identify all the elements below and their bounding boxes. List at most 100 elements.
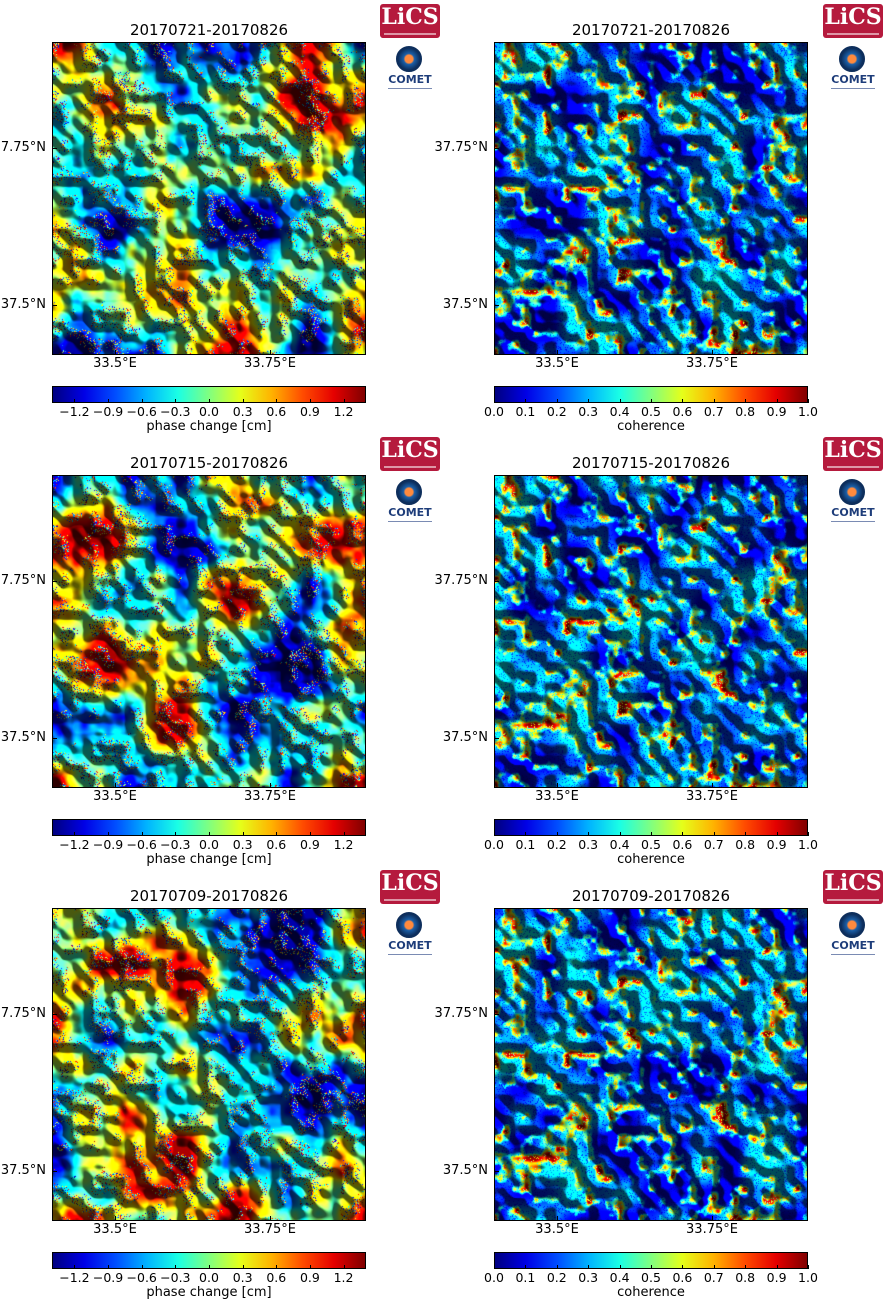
colorbar-tick-mark	[808, 1265, 809, 1269]
colorbar-tick-label: 0.0	[199, 837, 219, 852]
colorbar-tick-label: 0.9	[766, 837, 787, 852]
colorbar-tick-mark	[309, 399, 311, 403]
y-tick-mark	[52, 1171, 57, 1172]
map-raster	[53, 476, 365, 787]
comet-logo-subtitle	[388, 521, 432, 522]
x-tick-label: 33.5°E	[93, 1222, 137, 1237]
x-tick-mark	[115, 783, 116, 788]
colorbar-tick-mark	[651, 832, 652, 836]
colorbar-tick-mark	[556, 1265, 558, 1269]
colorbar-label: phase change [cm]	[146, 852, 272, 867]
colorbar-tick-mark	[745, 832, 747, 836]
colorbar-tick-label: −1.2	[59, 837, 90, 852]
comet-logo-icon	[396, 479, 422, 505]
x-tick-mark	[557, 783, 558, 788]
lics-logo-subtitle	[384, 466, 436, 468]
colorbar-label: phase change [cm]	[146, 1285, 272, 1300]
phase-map	[52, 908, 366, 1221]
colorbar-tick-label: 0.2	[546, 837, 567, 852]
colorbar-tick-label: 0.3	[232, 404, 253, 419]
comet-logo-icon	[396, 46, 422, 72]
x-tick-mark	[557, 350, 558, 355]
colorbar-tick-label: 0.3	[232, 1270, 253, 1285]
colorbar-tick-label: 0.5	[641, 1270, 661, 1285]
comet-logo-subtitle	[831, 521, 875, 522]
colorbar-tick-label: 1.2	[333, 404, 354, 419]
x-tick-label: 33.75°E	[244, 1222, 296, 1237]
colorbar-tick-mark	[776, 832, 778, 836]
colorbar-tick-mark	[175, 1265, 177, 1269]
colorbar-tick-mark	[175, 832, 177, 836]
y-tick-mark	[52, 581, 57, 582]
y-tick-mark	[52, 148, 57, 149]
lics-logo-subtitle	[827, 466, 879, 468]
colorbar-tick-label: −0.6	[126, 837, 157, 852]
colorbar-tick-label: −0.3	[160, 1270, 191, 1285]
comet-logo-text: COMET	[831, 506, 875, 519]
colorbar-tick-mark	[651, 399, 652, 403]
colorbar-tick-mark	[556, 399, 558, 403]
colorbar-tick-label: 0.0	[484, 1270, 504, 1285]
y-tick-label: 37.75°N	[434, 140, 488, 155]
x-tick-mark	[115, 1216, 116, 1221]
y-tick-label: 37.5°N	[442, 730, 488, 745]
colorbar-tick-label: −0.6	[126, 1270, 157, 1285]
colorbar-tick-label: 0.4	[609, 837, 630, 852]
lics-logo-text: LiCS	[381, 437, 439, 463]
x-tick-label: 33.5°E	[93, 356, 137, 371]
colorbar-tick-label: −0.3	[160, 404, 191, 419]
colorbar-tick-label: 0.7	[703, 1270, 724, 1285]
colorbar-tick-mark	[141, 399, 143, 403]
comet-logo-text: COMET	[388, 506, 432, 519]
x-tick-label: 33.5°E	[93, 789, 137, 804]
colorbar-tick-label: −0.9	[92, 837, 124, 852]
colorbar-tick-mark	[713, 832, 715, 836]
colorbar-tick-label: −1.2	[59, 404, 90, 419]
colorbar-tick-label: 0.5	[641, 404, 661, 419]
lics-logo-text: LiCS	[824, 437, 882, 463]
lics-logo-text: LiCS	[824, 870, 882, 896]
colorbar-tick-label: 0.0	[199, 404, 219, 419]
lics-logo-text: LiCS	[381, 870, 439, 896]
colorbar-tick-mark	[108, 399, 110, 403]
colorbar-tick-label: 0.1	[515, 1270, 536, 1285]
colorbar-tick-label: 0.9	[299, 837, 320, 852]
x-tick-mark	[712, 350, 713, 355]
colorbar-tick-mark	[309, 1265, 311, 1269]
colorbar-tick-label: 1.0	[798, 404, 818, 419]
colorbar-label: phase change [cm]	[146, 419, 272, 434]
x-tick-mark	[115, 350, 116, 355]
colorbar-tick-mark	[108, 832, 110, 836]
colorbar-tick-mark	[494, 1265, 495, 1269]
comet-logo-icon	[839, 479, 865, 505]
colorbar-tick-label: −0.3	[160, 837, 191, 852]
colorbar-tick-mark	[74, 832, 76, 836]
colorbar-tick-label: 0.0	[484, 404, 504, 419]
comet-logo-text: COMET	[831, 73, 875, 86]
y-tick-mark	[52, 1014, 57, 1015]
x-tick-mark	[712, 783, 713, 788]
colorbar-tick-mark	[713, 399, 715, 403]
colorbar-tick-label: 0.3	[578, 1270, 599, 1285]
lics-logo: LiCS	[380, 870, 440, 904]
coherence-map	[494, 42, 808, 355]
colorbar-tick-label: 1.0	[798, 837, 818, 852]
y-tick-label: 37.5°N	[0, 1163, 46, 1178]
colorbar-tick-label: 0.6	[266, 1270, 287, 1285]
colorbar-tick-label: 0.9	[299, 1270, 320, 1285]
comet-logo-icon	[839, 46, 865, 72]
colorbar-tick-mark	[242, 1265, 244, 1269]
colorbar-tick-mark	[776, 1265, 778, 1269]
x-tick-label: 33.5°E	[535, 789, 579, 804]
colorbar-tick-mark	[276, 1265, 278, 1269]
y-tick-mark	[494, 738, 499, 739]
colorbar-tick-label: −0.6	[126, 404, 157, 419]
y-tick-label: 37.75°N	[0, 140, 46, 155]
panel-title: 20170709-20170826	[129, 887, 289, 905]
panel-title: 20170721-20170826	[129, 21, 289, 39]
colorbar-tick-mark	[619, 1265, 621, 1269]
panel-title: 20170715-20170826	[571, 454, 731, 472]
colorbar-tick-label: 0.5	[641, 837, 661, 852]
colorbar-tick-label: 0.8	[735, 404, 756, 419]
colorbar-tick-mark	[309, 832, 311, 836]
